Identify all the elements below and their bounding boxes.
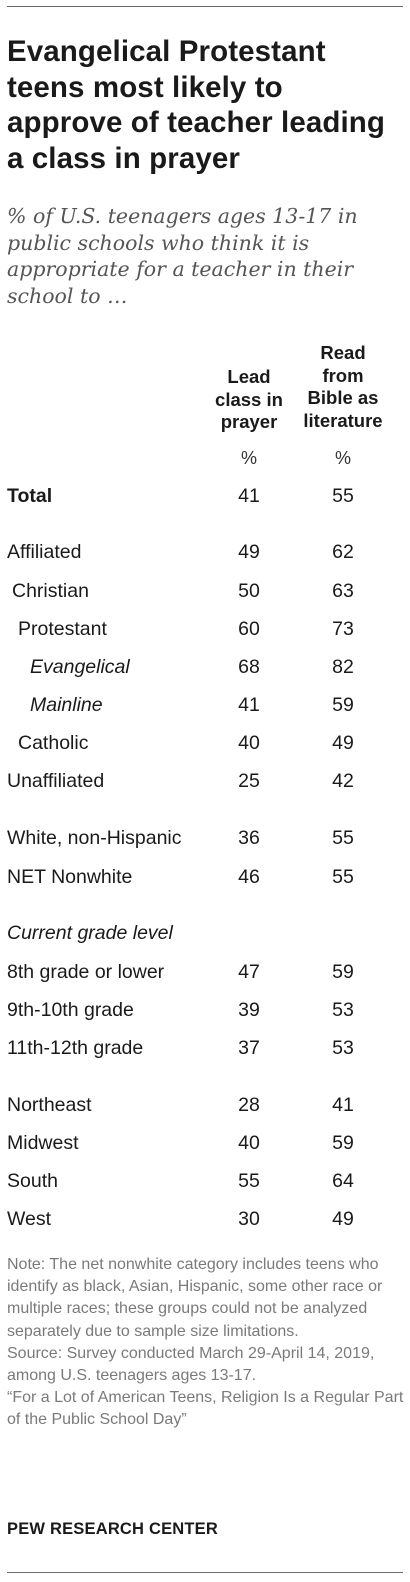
column-header-line: literature [303,409,383,431]
value-read-bible: 55 [332,866,354,888]
table-row: Total 41 55 [0,485,410,513]
value-read-bible: 41 [332,1094,354,1116]
table-row: Affiliated 49 62 [0,541,410,569]
value-lead-prayer: 60 [238,618,260,640]
value-lead-prayer: 40 [238,732,260,754]
row-label: 11th-12th grade [7,1037,144,1059]
value-read-bible: 49 [332,732,354,754]
table-row: Catholic 40 49 [0,732,410,760]
value-read-bible: 55 [332,485,354,507]
column-header-line: Bible as [307,387,379,408]
row-label: NET Nonwhite [7,866,133,888]
table-row: Protestant 60 73 [0,618,410,646]
table-row: White, non-Hispanic 36 55 [0,827,410,855]
value-lead-prayer: 46 [238,866,260,888]
row-label: Christian [12,580,89,602]
value-read-bible: 59 [332,1132,354,1154]
unit-label-col2: % [334,448,351,468]
row-label: West [7,1208,52,1230]
table-row: Northeast 28 41 [0,1094,410,1122]
row-label: 9th-10th grade [7,999,134,1021]
value-read-bible: 82 [332,656,354,678]
value-read-bible: 63 [332,580,354,602]
value-lead-prayer: 49 [238,541,260,563]
footnote-block: Note: The net nonwhite category includes… [7,1254,405,1432]
value-lead-prayer: 68 [238,656,260,678]
table-row: Christian 50 63 [0,580,410,608]
value-lead-prayer: 47 [238,961,260,983]
row-label: 8th grade or lower [7,961,165,983]
source-text: Source: Survey conducted March 29-April … [7,1344,375,1385]
row-label: Total [7,485,53,507]
bottom-rule [7,1572,403,1573]
table-row: Unaffiliated 25 42 [0,770,410,798]
value-read-bible: 53 [332,1037,354,1059]
row-label: Protestant [18,618,107,640]
value-read-bible: 59 [332,694,354,716]
row-label: Affiliated [7,541,82,563]
table-row: NET Nonwhite 46 55 [0,866,410,894]
row-label: Catholic [18,732,89,754]
row-label: Midwest [7,1132,79,1154]
value-lead-prayer: 30 [238,1208,260,1230]
column-header-line: Lead [227,366,271,387]
column-header-read-bible: Read from Bible as literature [294,342,392,432]
column-header-line: class in [215,388,283,410]
value-read-bible: 53 [332,999,354,1021]
top-rule [7,6,403,7]
table-row: Mainline 41 59 [0,694,410,722]
value-read-bible: 64 [332,1170,354,1192]
row-label: White, non-Hispanic [7,827,182,849]
row-label: Unaffiliated [7,770,105,792]
column-header-line: from [322,364,364,386]
table-row: Midwest 40 59 [0,1132,410,1160]
value-lead-prayer: 36 [238,827,260,849]
value-lead-prayer: 39 [238,999,260,1021]
value-read-bible: 42 [332,770,354,792]
value-lead-prayer: 37 [238,1037,260,1059]
table-row: 8th grade or lower 47 59 [0,961,410,989]
row-label: Mainline [30,694,103,716]
row-label: Evangelical [30,656,130,678]
unit-label-col1: % [240,448,257,468]
section-label-grade: Current grade level [7,922,173,944]
note-text: Note: The net nonwhite category includes… [7,1256,383,1340]
value-lead-prayer: 25 [238,770,260,792]
row-label: Northeast [7,1094,92,1116]
table-row: 9th-10th grade 39 53 [0,999,410,1027]
value-lead-prayer: 41 [238,694,260,716]
value-read-bible: 59 [332,961,354,983]
value-read-bible: 62 [332,541,354,563]
value-lead-prayer: 50 [238,580,260,602]
value-lead-prayer: 55 [238,1170,260,1192]
table-row: 11th-12th grade 37 53 [0,1037,410,1065]
brand-logo-text: PEW RESEARCH CENTER [7,1520,218,1538]
table-row: West 30 49 [0,1208,410,1236]
row-label: South [7,1170,58,1192]
chart-subtitle: % of U.S. teenagers ages 13-17 in public… [7,204,358,308]
column-header-line: Read [320,342,366,363]
table-row: South 55 64 [0,1170,410,1198]
report-title-text: “For a Lot of American Teens, Religion I… [7,1389,404,1429]
table-row: Evangelical 68 82 [0,656,410,684]
value-read-bible: 73 [332,618,354,640]
column-header-line: prayer [220,411,278,432]
column-header-lead-prayer: Lead class in prayer [210,366,288,434]
chart-title: Evangelical Protestant teens most likely… [7,35,386,175]
value-lead-prayer: 41 [238,485,260,507]
value-read-bible: 49 [332,1208,354,1230]
value-lead-prayer: 28 [238,1094,260,1116]
value-lead-prayer: 40 [238,1132,260,1154]
value-read-bible: 55 [332,827,354,849]
